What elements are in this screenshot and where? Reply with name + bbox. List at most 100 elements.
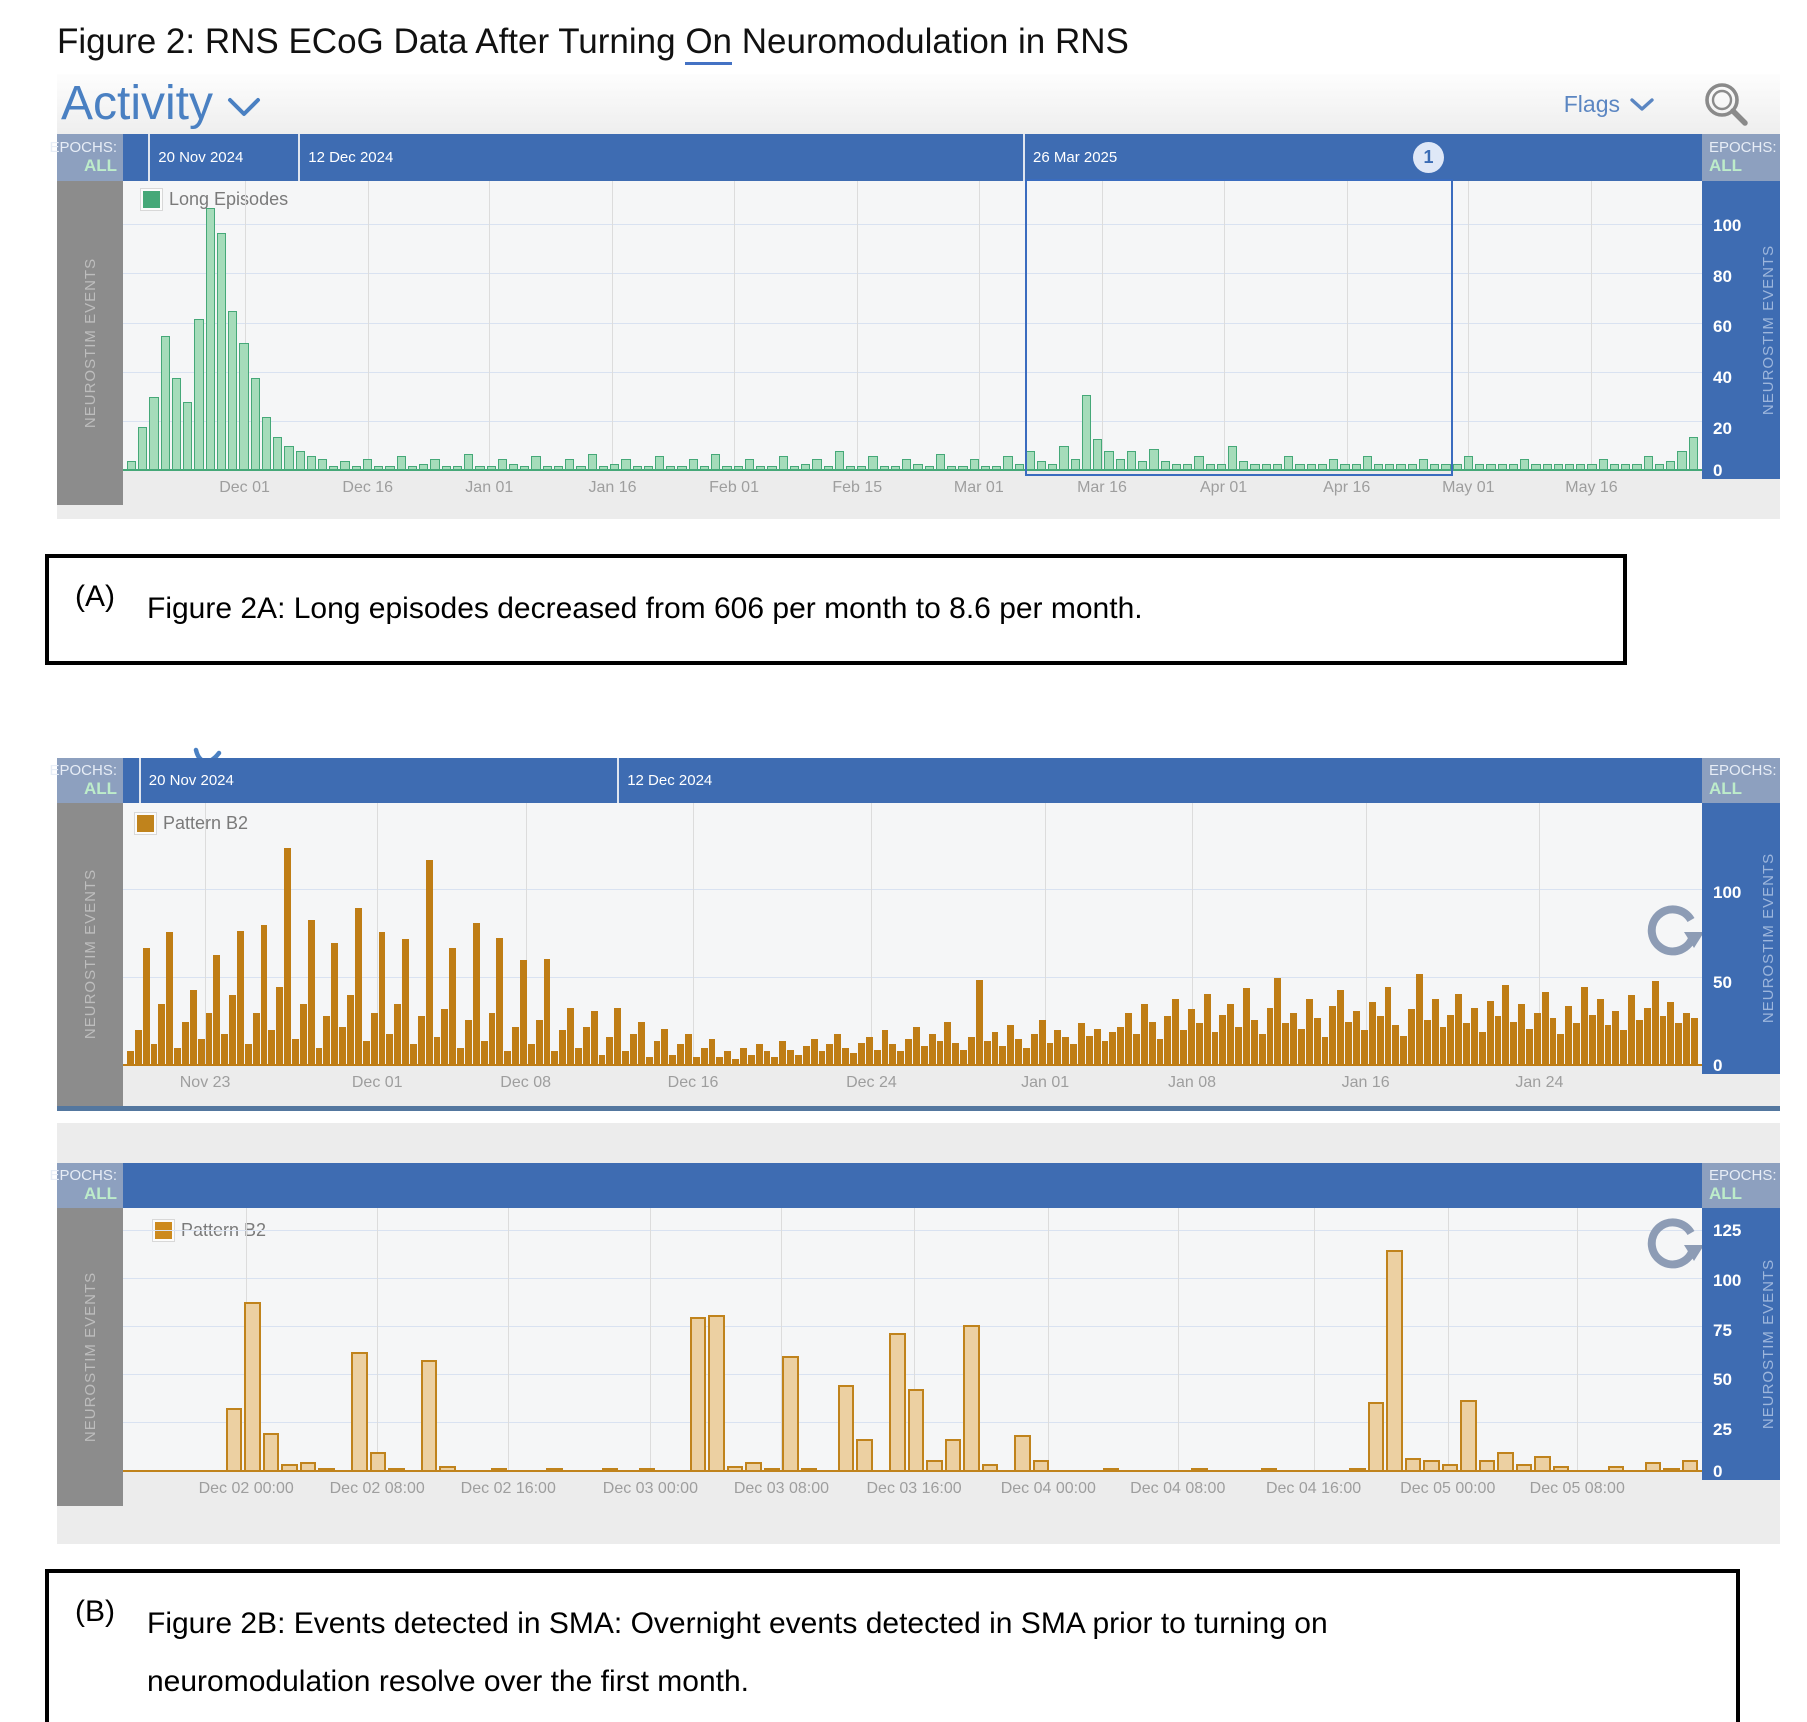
bar <box>396 456 406 471</box>
x-tick-label: Feb 01 <box>709 479 759 496</box>
bar <box>1518 1004 1525 1066</box>
bar <box>1407 463 1417 471</box>
bar <box>1404 1458 1422 1472</box>
y-tick-label: 50 <box>1713 1370 1732 1390</box>
bar <box>610 463 620 471</box>
v-gridline <box>1539 802 1541 1066</box>
chart-grid: EPOCHS: ALL 20 Nov 2024 12 Dec 2024 EPOCH… <box>49 757 1780 1106</box>
h-gridline <box>123 976 1702 978</box>
bar <box>1385 463 1395 471</box>
epochs-box-right[interactable]: EPOCHS: ALL <box>1702 1162 1780 1208</box>
search-icon[interactable] <box>1702 80 1750 128</box>
epochs-box-left[interactable]: EPOCHS: ALL <box>49 134 123 181</box>
caption-b-line2: neuromodulation resolve over the first m… <box>147 1665 749 1698</box>
bar <box>1636 1019 1643 1066</box>
epoch-segment[interactable] <box>123 758 139 803</box>
epoch-segment-label: 20 Nov 2024 <box>158 149 244 166</box>
bar <box>1104 451 1114 471</box>
v-gridline <box>857 181 859 471</box>
epoch-segment[interactable] <box>123 1163 1702 1208</box>
bar <box>865 1037 873 1066</box>
bar <box>936 1040 944 1066</box>
bar <box>407 466 418 471</box>
x-tick-label: Dec 04 16:00 <box>1265 1479 1362 1497</box>
bar <box>205 208 215 471</box>
caption-b-text: Figure 2B: Events detected in SMA: Overn… <box>147 1595 1328 1712</box>
bar <box>992 466 1002 471</box>
bar <box>1305 998 1313 1066</box>
plot-area[interactable]: Long Episodes <box>123 179 1702 476</box>
refresh-icon[interactable] <box>1646 903 1704 964</box>
x-tick-label: Nov 23 <box>179 1073 231 1091</box>
bar <box>842 1047 850 1066</box>
bar <box>1062 1037 1070 1066</box>
bar <box>183 402 193 471</box>
plot-area[interactable]: Pattern B2 <box>123 802 1704 1066</box>
bar <box>834 451 844 471</box>
bar <box>527 1044 535 1066</box>
bar <box>160 335 170 471</box>
bar <box>969 458 979 471</box>
bar <box>1353 1011 1360 1066</box>
bar <box>1250 1019 1258 1066</box>
bar <box>963 1325 980 1472</box>
bar <box>1272 463 1283 471</box>
bar <box>1533 1012 1541 1066</box>
bar <box>205 1012 213 1066</box>
bar <box>614 1007 622 1066</box>
bar <box>980 466 991 471</box>
bar <box>127 1051 134 1066</box>
bar <box>1216 463 1226 471</box>
bar <box>239 343 249 471</box>
epoch-segment[interactable]: 20 Nov 2024 <box>148 134 298 181</box>
bar <box>252 1012 260 1066</box>
bar <box>1038 1019 1046 1066</box>
bar <box>281 1463 298 1472</box>
activity-chevron-down-icon[interactable] <box>227 96 261 123</box>
neurostim-events-label-left: NEUROSTIM EVENTS <box>82 257 99 429</box>
v-gridline <box>978 181 980 471</box>
bar <box>1036 461 1047 471</box>
epoch-segment[interactable]: 12 Dec 2024 <box>617 757 1702 803</box>
epoch-segment[interactable]: 26 Mar 2025 <box>1023 134 1702 181</box>
epochs-value: ALL <box>1709 1183 1743 1203</box>
bar <box>637 1021 645 1066</box>
flags-dropdown[interactable]: Flags <box>1564 91 1654 118</box>
bar <box>981 1463 998 1472</box>
refresh-icon[interactable] <box>1646 1216 1704 1277</box>
plot-area[interactable]: Pattern B2 <box>123 1207 1704 1472</box>
bar <box>692 1056 700 1066</box>
bar <box>225 1407 243 1472</box>
epochs-box-right[interactable]: EPOCHS: ALL <box>1702 134 1780 181</box>
bar <box>1386 1249 1403 1472</box>
v-gridline <box>1101 181 1103 471</box>
bar <box>1400 1035 1408 1066</box>
epochs-box-left[interactable]: EPOCHS: ALL <box>49 1162 123 1208</box>
bar <box>952 1042 960 1066</box>
bar <box>795 1054 802 1066</box>
bar <box>420 1359 438 1472</box>
bar <box>362 458 373 471</box>
bar <box>1227 446 1238 471</box>
bar <box>1463 1023 1470 1066</box>
epoch-segment[interactable]: 20 Nov 2024 <box>138 757 617 803</box>
epoch-segment[interactable]: 12 Dec 2024 <box>298 134 1023 181</box>
bar <box>1306 463 1316 471</box>
v-gridline <box>1313 1207 1315 1472</box>
bar <box>889 1332 906 1472</box>
epochs-box-left[interactable]: EPOCHS: ALL <box>49 757 123 803</box>
bar <box>1392 1025 1400 1066</box>
bar <box>747 1054 755 1066</box>
bar <box>1160 461 1170 471</box>
activity-title[interactable]: Activity <box>61 77 214 130</box>
epoch-segment[interactable] <box>123 134 148 181</box>
bar <box>947 466 957 471</box>
bar <box>590 1011 598 1066</box>
flag-count-badge[interactable]: 1 <box>1413 142 1445 173</box>
bar <box>228 311 238 471</box>
bar <box>1598 458 1608 471</box>
bar <box>551 1051 559 1066</box>
epochs-box-right[interactable]: EPOCHS: ALL <box>1702 757 1780 803</box>
bar <box>1549 1018 1557 1066</box>
